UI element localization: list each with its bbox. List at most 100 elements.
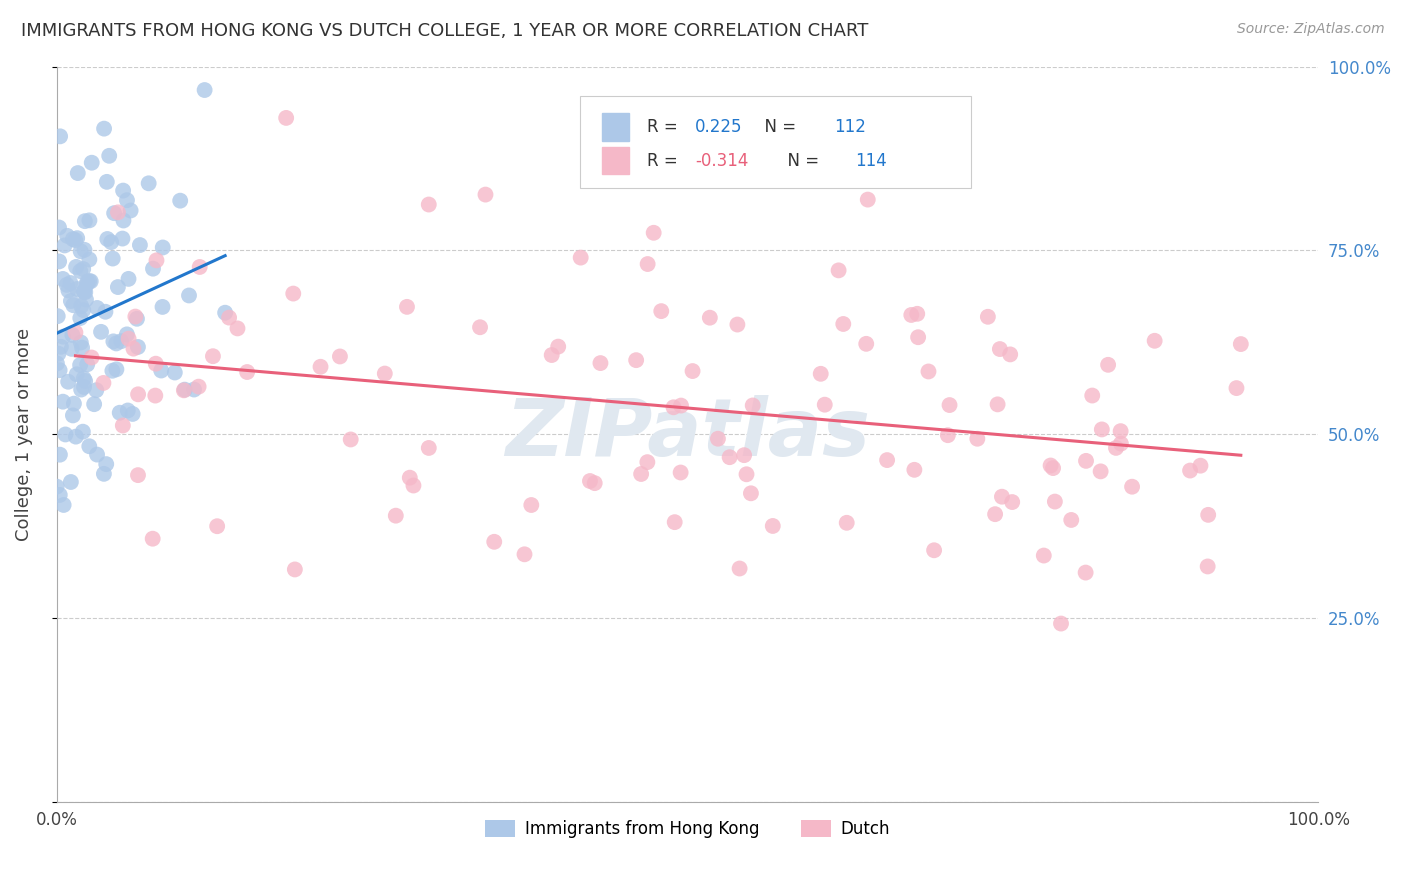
Text: N =: N =	[778, 152, 824, 169]
Point	[72, 303, 94, 318]
Point	[59, 293, 82, 308]
Point	[183, 383, 205, 397]
Point	[73, 285, 96, 299]
Point	[218, 310, 240, 325]
Point	[124, 310, 146, 324]
Point	[90, 325, 112, 339]
Point	[79, 252, 101, 267]
Point	[105, 336, 128, 351]
Point	[1039, 458, 1062, 473]
Point	[540, 348, 562, 362]
Point	[583, 476, 606, 491]
Point	[474, 187, 496, 202]
Point	[75, 277, 97, 292]
Point	[173, 383, 195, 397]
Point	[201, 349, 224, 363]
Point	[1109, 424, 1132, 438]
Point	[52, 394, 75, 409]
Point	[725, 318, 748, 332]
Point	[1032, 549, 1054, 563]
Point	[194, 83, 217, 97]
Point	[402, 478, 425, 492]
Point	[187, 379, 209, 393]
Point	[48, 254, 70, 268]
Point	[900, 308, 922, 322]
Point	[46, 309, 69, 323]
Point	[49, 448, 72, 462]
Point	[52, 329, 75, 343]
Point	[1001, 495, 1024, 509]
Point	[718, 450, 741, 465]
Point	[72, 262, 94, 277]
Text: R =: R =	[647, 152, 683, 169]
Point	[152, 300, 174, 314]
Point	[650, 304, 672, 318]
Point	[70, 383, 93, 397]
Point	[418, 197, 440, 211]
Point	[49, 488, 72, 502]
Point	[77, 274, 100, 288]
Point	[991, 490, 1014, 504]
Legend: Immigrants from Hong Kong, Dutch: Immigrants from Hong Kong, Dutch	[478, 814, 897, 845]
Point	[65, 429, 87, 443]
Point	[62, 409, 84, 423]
Point	[938, 398, 960, 412]
Point	[922, 543, 945, 558]
Point	[1121, 480, 1143, 494]
Point	[936, 428, 959, 442]
Point	[214, 306, 236, 320]
Point	[329, 350, 352, 364]
Point	[75, 374, 97, 388]
Point	[66, 282, 89, 296]
Point	[83, 397, 105, 411]
Point	[1197, 559, 1219, 574]
Point	[636, 455, 658, 469]
Point	[385, 508, 408, 523]
Point	[59, 276, 82, 290]
Point	[107, 205, 129, 219]
Point	[762, 519, 785, 533]
Point	[73, 380, 96, 394]
Point	[188, 260, 211, 274]
Point	[80, 351, 103, 365]
Point	[48, 346, 70, 360]
Point	[374, 367, 396, 381]
Point	[163, 366, 186, 380]
Point	[49, 340, 72, 354]
Point	[142, 532, 165, 546]
Point	[284, 562, 307, 576]
Point	[70, 335, 93, 350]
Point	[96, 175, 118, 189]
Point	[70, 299, 93, 313]
Point	[52, 272, 75, 286]
Point	[987, 397, 1010, 411]
Point	[339, 433, 361, 447]
Point	[1081, 388, 1104, 402]
Point	[127, 340, 149, 354]
FancyBboxPatch shape	[602, 146, 630, 175]
Text: IMMIGRANTS FROM HONG KONG VS DUTCH COLLEGE, 1 YEAR OR MORE CORRELATION CHART: IMMIGRANTS FROM HONG KONG VS DUTCH COLLE…	[21, 22, 869, 40]
Point	[998, 347, 1021, 361]
Point	[59, 475, 82, 489]
Point	[637, 257, 659, 271]
Point	[45, 480, 67, 494]
Point	[76, 357, 98, 371]
Point	[418, 441, 440, 455]
Point	[73, 243, 96, 257]
Point	[468, 320, 491, 334]
Point	[93, 121, 115, 136]
Point	[236, 365, 259, 379]
Point	[86, 301, 108, 315]
Point	[60, 342, 83, 356]
Point	[142, 261, 165, 276]
Point	[169, 194, 191, 208]
Text: Source: ZipAtlas.com: Source: ZipAtlas.com	[1237, 22, 1385, 37]
Point	[1043, 494, 1066, 508]
Point	[49, 129, 72, 144]
Text: 0.225: 0.225	[695, 118, 742, 136]
Point	[53, 238, 76, 252]
Point	[122, 342, 145, 356]
Point	[84, 383, 107, 397]
Point	[70, 341, 93, 355]
Point	[1050, 616, 1073, 631]
